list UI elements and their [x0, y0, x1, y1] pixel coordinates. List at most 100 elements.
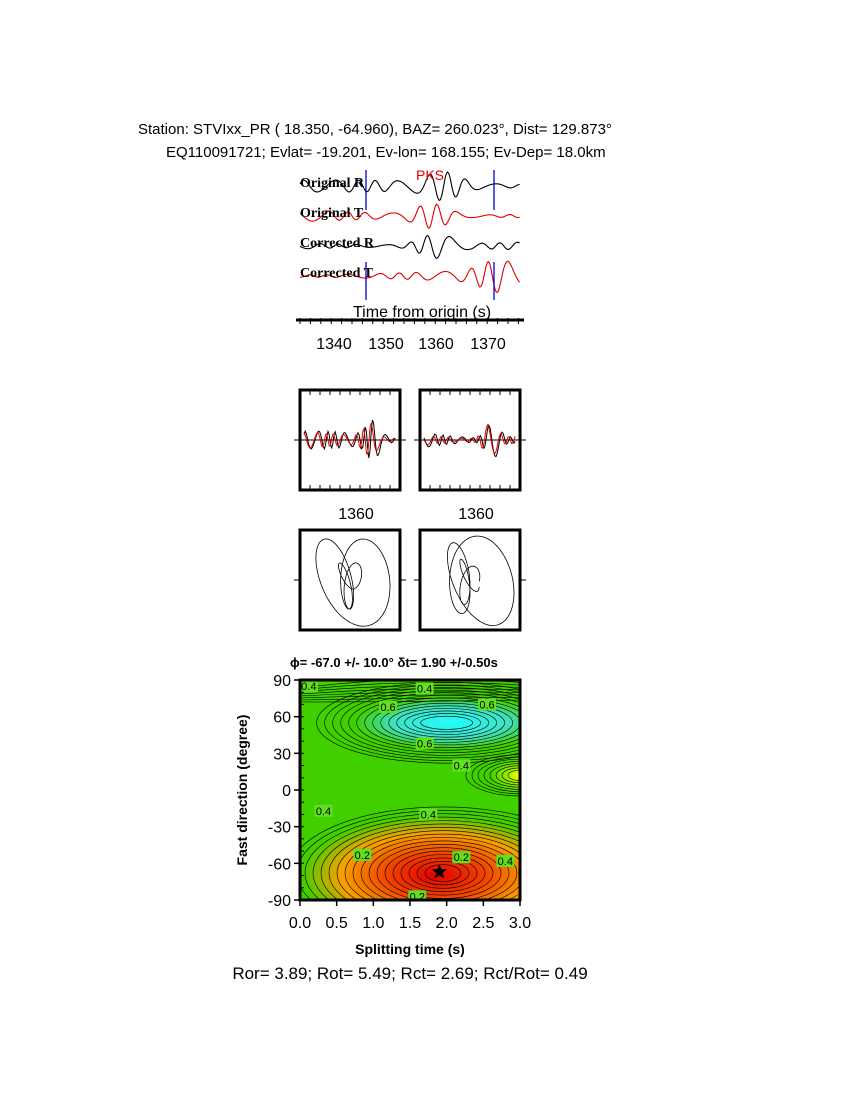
best-fit-star-mark: [431, 863, 447, 879]
grid-y-tick-label: 90: [273, 673, 291, 690]
grid-y-axis-label: Fast direction (degree): [234, 715, 250, 866]
contour-label: 0.4: [417, 684, 432, 696]
time-axis-ticks: [299, 318, 519, 324]
contour-line: [380, 702, 513, 743]
contour-label-bg: [452, 759, 471, 772]
contour-line: [332, 687, 520, 759]
seismic-trace: [299, 203, 520, 229]
contour-label-bg: [452, 851, 471, 864]
contour-line: [483, 761, 520, 790]
contour-label-bg: [408, 890, 427, 900]
trace-label-corrected-t: Corrected T: [300, 266, 374, 281]
contour-line: [324, 684, 520, 761]
contour-line: [340, 689, 520, 756]
contour-line: [348, 692, 520, 754]
footer-stats: Ror= 3.89; Rot= 5.49; Rct= 2.69; Rct/Rot…: [232, 964, 587, 983]
grid-x-tick-label: 0.0: [289, 915, 311, 932]
grid-x-tick-label: 2.0: [436, 915, 458, 932]
contour-line: [320, 820, 520, 900]
contour-label-bg: [419, 808, 438, 821]
time-tick-1350: 1350: [368, 336, 404, 353]
trace-group: [299, 171, 521, 294]
grid-y-tick-label: -90: [268, 893, 291, 910]
contour-line: [400, 854, 486, 893]
grid-x-tick-label: 1.5: [399, 915, 421, 932]
grid-y-tick-label: -30: [268, 820, 291, 837]
contour-label-bg: [496, 854, 515, 867]
contour-label: 0.2: [355, 850, 370, 862]
contour-label-bg: [478, 698, 496, 711]
contour-label-bg: [379, 700, 397, 713]
grid-y-tick-label: -60: [268, 856, 291, 873]
contour-line: [300, 685, 520, 693]
trace-label-original-t: Original T: [300, 206, 364, 221]
contour-label: 0.6: [380, 702, 395, 714]
contour-label: 0.6: [479, 699, 494, 711]
contour-line: [368, 840, 518, 900]
panel-curve-red: [303, 422, 396, 456]
time-tick-1360: 1360: [418, 336, 454, 353]
contour-label: 0.4: [316, 806, 331, 818]
contour-label: 0.2: [454, 852, 469, 864]
grid-x-tick-label: 1.0: [362, 915, 384, 932]
seismic-trace: [299, 171, 520, 202]
panel-curve-black: [423, 423, 516, 458]
splitting-result-title: ϕ= -67.0 +/- 10.0° δt= 1.90 +/-0.50s: [290, 655, 498, 670]
contour-line: [392, 850, 494, 896]
particle-motion-curves: [294, 535, 526, 627]
particle-motion-curve: [315, 538, 391, 627]
contour-line: [416, 861, 470, 886]
contour-line: [356, 695, 520, 751]
contour-line: [300, 697, 520, 701]
trace-label-corrected-r: Corrected R: [300, 236, 375, 251]
contour-line: [300, 694, 520, 699]
event-header: EQ110091721; Evlat= -19.201, Ev-lon= 168…: [166, 144, 606, 161]
contour-label: 0.6: [417, 739, 432, 751]
contour-line: [352, 833, 520, 900]
grid-y-tick-label: 0: [282, 783, 291, 800]
grid-y-tick-label: 60: [273, 710, 291, 727]
splitting-grid-heatmap: 0.4 0.4 0.6 0.6 0.6 0.4 0.4 0.4 0.2 0.2 0.4 0.2: [300, 680, 520, 903]
contour-label: 0.4: [498, 856, 513, 868]
grid-axis-ticks: [294, 679, 521, 906]
contour-line: [412, 713, 481, 733]
contour-line: [328, 823, 520, 900]
best-fit-star: [431, 863, 447, 879]
contour-line: [376, 844, 510, 900]
contour-label-bg: [314, 804, 333, 817]
contour-line: [344, 830, 520, 900]
contour-line: [420, 715, 473, 730]
waveform-panel-right-tick: 1360: [458, 506, 494, 523]
contour-label: 0.4: [454, 761, 469, 773]
waveform-panel-left-tick: 1360: [338, 506, 374, 523]
wave-panel-curves: [294, 390, 526, 490]
phase-label: PKS: [416, 167, 444, 183]
station-header: Station: STVIxx_PR ( 18.350, -64.960), B…: [138, 121, 612, 138]
time-axis-label: Time from origin (s): [353, 304, 491, 321]
contour-line: [304, 813, 520, 900]
contour-line: [300, 691, 520, 697]
contour-label: 0.2: [410, 891, 425, 903]
contour-line: [408, 857, 478, 889]
contour-line: [424, 864, 462, 882]
contour-label-bg: [415, 737, 434, 750]
grid-x-tick-label: 2.5: [472, 915, 494, 932]
contour-line: [471, 756, 520, 795]
contour-line: [495, 765, 520, 786]
grid-y-tick-label: 30: [273, 746, 291, 763]
trace-label-original-r: Original R: [300, 176, 365, 191]
contour-line: [477, 758, 520, 792]
contour-label: 0.4: [301, 681, 316, 693]
contour-line: [360, 837, 520, 900]
contour-line: [300, 682, 520, 691]
grid-x-tick-label: 3.0: [509, 915, 531, 932]
seismic-trace: [299, 260, 521, 294]
grid-x-tick-label: 0.5: [326, 915, 348, 932]
grid-x-axis-label: Splitting time (s): [355, 941, 465, 957]
time-tick-1340: 1340: [316, 336, 352, 353]
contour-line: [312, 816, 520, 900]
contour-line: [396, 708, 497, 738]
contour-line: [507, 769, 520, 781]
contour-line: [489, 763, 520, 788]
